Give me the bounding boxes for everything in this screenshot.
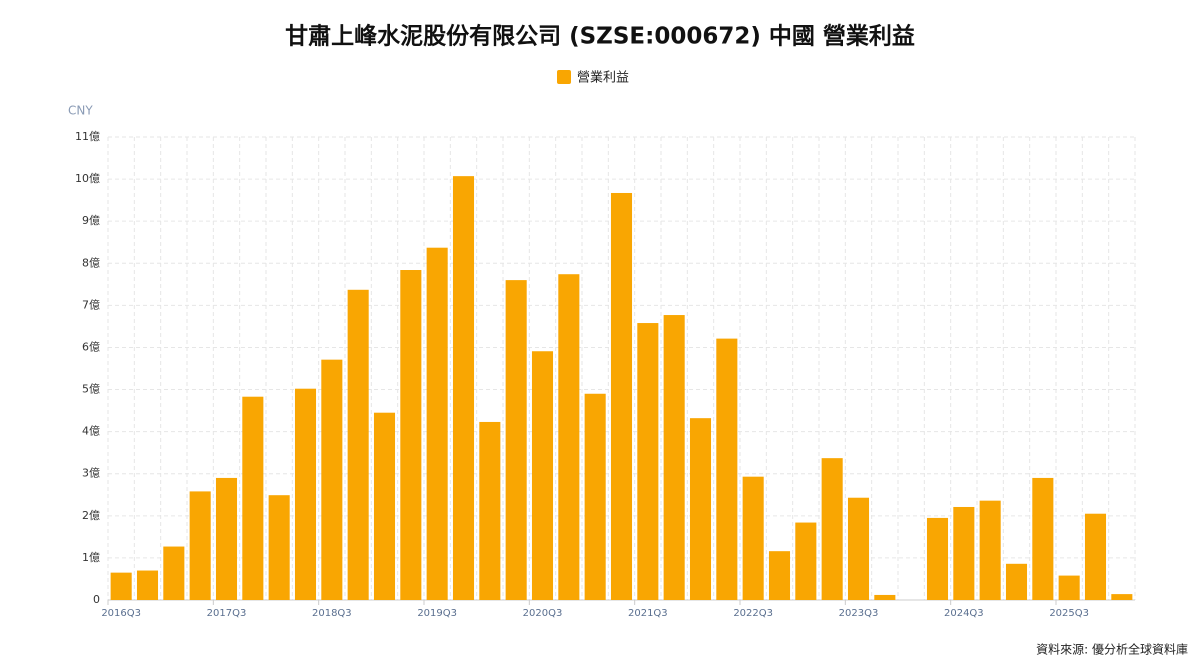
- x-tick-label: 2025Q3: [1049, 608, 1089, 619]
- bar: [1084, 513, 1107, 600]
- y-tick-label: 6億: [82, 340, 100, 353]
- bar: [294, 388, 317, 600]
- chart-title: 甘肅上峰水泥股份有限公司 (SZSE:000672) 中國 營業利益: [285, 23, 915, 50]
- bar: [268, 495, 290, 600]
- bar: [874, 594, 896, 600]
- bar: [558, 274, 580, 600]
- bar: [716, 338, 738, 600]
- bar: [110, 572, 132, 600]
- x-tick-label: 2024Q3: [944, 608, 984, 619]
- bar: [400, 270, 422, 600]
- legend-swatch[interactable]: [557, 70, 571, 84]
- bar: [1111, 594, 1133, 600]
- y-tick-label: 4億: [82, 425, 100, 438]
- bar: [979, 500, 1001, 600]
- bar: [373, 412, 396, 600]
- bar: [795, 522, 817, 600]
- bar: [136, 570, 159, 600]
- bar: [479, 421, 501, 600]
- bar: [610, 192, 633, 601]
- bar: [637, 323, 659, 600]
- bar: [452, 176, 475, 601]
- y-tick-label: 1億: [82, 551, 100, 564]
- bar: [163, 546, 185, 600]
- y-tick-label: 8億: [82, 256, 100, 269]
- bar: [426, 247, 448, 600]
- legend-label[interactable]: 營業利益: [577, 70, 629, 86]
- x-tick-label: 2019Q3: [417, 608, 457, 619]
- y-unit: CNY: [68, 104, 93, 118]
- bar: [1005, 563, 1028, 600]
- y-tick-label: 7億: [82, 298, 100, 311]
- source-note: 資料來源: 優分析全球資料庫: [1036, 642, 1188, 657]
- y-tick-label: 5億: [82, 383, 100, 396]
- y-tick-label: 0: [93, 593, 100, 606]
- x-tick-label: 2017Q3: [207, 608, 247, 619]
- x-tick-label: 2023Q3: [839, 608, 879, 619]
- bar: [531, 351, 554, 600]
- bar: [505, 280, 527, 600]
- bar: [215, 477, 238, 600]
- bar: [189, 491, 211, 600]
- x-tick-label: 2018Q3: [312, 608, 352, 619]
- x-tick-label: 2022Q3: [733, 608, 773, 619]
- y-tick-label: 2億: [82, 509, 100, 522]
- x-tick-label: 2016Q3: [101, 608, 141, 619]
- bar: [347, 289, 369, 600]
- bar: [742, 476, 764, 600]
- y-tick-label: 10億: [75, 172, 100, 185]
- bar: [926, 517, 949, 600]
- y-tick-label: 3億: [82, 467, 100, 480]
- x-tick-label: 2021Q3: [628, 608, 668, 619]
- bar: [1032, 477, 1054, 600]
- y-tick-label: 11億: [75, 130, 100, 143]
- bar: [953, 506, 975, 600]
- bar: [821, 458, 843, 600]
- bar: [663, 315, 685, 600]
- bar: [584, 393, 606, 600]
- bar: [689, 418, 712, 600]
- bar: [1058, 575, 1080, 600]
- bar: [768, 551, 791, 600]
- bar: [847, 497, 870, 600]
- bar: [321, 359, 343, 600]
- x-tick-label: 2020Q3: [523, 608, 563, 619]
- bar: [242, 396, 264, 600]
- y-tick-label: 9億: [82, 214, 100, 227]
